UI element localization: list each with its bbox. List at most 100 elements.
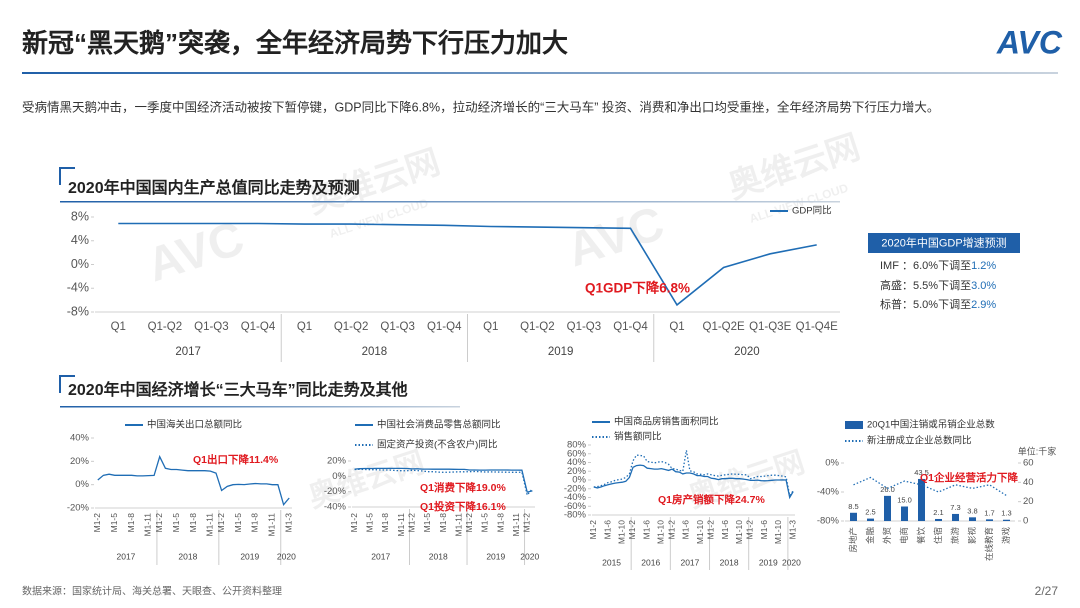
bar bbox=[884, 495, 891, 521]
section-rule bbox=[60, 201, 840, 203]
x-tick-label: Q1 bbox=[297, 321, 312, 333]
group-label: 2018 bbox=[720, 557, 739, 567]
x-tick-label: M1-11 bbox=[205, 513, 215, 537]
group-label: 2019 bbox=[548, 346, 574, 358]
bar bbox=[986, 519, 993, 521]
x-tick-label: Q1-Q3 bbox=[194, 321, 229, 333]
data-label: 2.5 bbox=[865, 508, 875, 517]
group-label: 2019 bbox=[240, 551, 259, 561]
y-tick-label: 0% bbox=[71, 257, 89, 271]
x-tick-label: M1-2 bbox=[745, 520, 755, 540]
bar bbox=[850, 512, 857, 521]
x-tick-label: M1-10 bbox=[617, 520, 627, 544]
x-tick-label: Q1-Q4 bbox=[427, 321, 462, 333]
forecast-value: 3.0% bbox=[971, 280, 996, 292]
series-line bbox=[354, 468, 533, 497]
x-tick-label: Q1-Q4 bbox=[613, 321, 648, 333]
x-tick-label: M1-2 bbox=[706, 520, 716, 540]
group-label: 2018 bbox=[362, 346, 388, 358]
y-tick-label: -80% bbox=[564, 510, 587, 521]
bar bbox=[952, 513, 959, 521]
y-tick-label: -80% bbox=[817, 516, 840, 527]
x-tick-label: Q1-Q3 bbox=[380, 321, 415, 333]
group-label: 2020 bbox=[734, 346, 760, 358]
slide-title: 新冠“黑天鹅”突袭，全年经济局势下行压力加大 bbox=[22, 28, 568, 58]
section-title: 2020年中国经济增长“三大马车”同比走势及其他 bbox=[68, 380, 408, 399]
bar bbox=[1003, 519, 1010, 521]
y-tick-label: -20% bbox=[67, 503, 90, 514]
x-tick-label: M1-2 bbox=[349, 513, 359, 533]
x-tick-label: M1-5 bbox=[233, 513, 243, 533]
source: 数据来源：国家统计局、海关总署、天眼查、公开资料整理 bbox=[22, 585, 282, 598]
x-tick-label: Q1-Q4 bbox=[241, 321, 276, 333]
series-line bbox=[97, 454, 290, 507]
x-tick-label: M1-6 bbox=[720, 520, 730, 540]
group-label: 2020 bbox=[520, 551, 539, 561]
x-tick-label: M1-5 bbox=[171, 513, 181, 533]
data-label: 2.1 bbox=[933, 508, 943, 517]
x-tick-label: M1-6 bbox=[681, 520, 691, 540]
y-tick-label: -4% bbox=[67, 281, 89, 295]
x-tick-label: 影视 bbox=[967, 527, 977, 545]
section-rule bbox=[60, 406, 460, 408]
series-line bbox=[354, 467, 533, 493]
group-label: 2016 bbox=[641, 557, 660, 567]
series-line bbox=[118, 222, 817, 307]
forecast-value: 2.9% bbox=[971, 299, 996, 311]
x-tick-label: M1-11 bbox=[267, 513, 277, 537]
y-tick-label: 60 bbox=[1023, 458, 1034, 469]
x-tick-label: M1-11 bbox=[511, 513, 521, 537]
forecast-value: 1.2% bbox=[971, 260, 996, 272]
series-line bbox=[593, 464, 794, 500]
x-tick-label: M1-5 bbox=[480, 513, 490, 533]
x-tick-label: Q1 bbox=[483, 321, 498, 333]
data-label: 15.0 bbox=[897, 495, 912, 504]
annotation: Q1GDP下降6.8% bbox=[585, 280, 690, 296]
group-label: 2015 bbox=[602, 557, 621, 567]
x-tick-label: M1-3 bbox=[787, 520, 797, 540]
y-tick-label: 40 bbox=[1023, 477, 1034, 488]
data-label: 3.8 bbox=[967, 506, 977, 515]
y-tick-label: -8% bbox=[67, 304, 89, 318]
bar bbox=[918, 478, 925, 521]
x-tick-label: 住宿 bbox=[933, 527, 943, 544]
legend-label: 固定资产投资(不含农户)同比 bbox=[377, 439, 497, 451]
data-label: 1.7 bbox=[984, 508, 994, 517]
legend-label: 销售额同比 bbox=[614, 431, 662, 443]
x-tick-label: M1-2 bbox=[216, 513, 226, 533]
x-tick-label: M1-2 bbox=[406, 513, 416, 533]
y-tick-label: -40% bbox=[564, 492, 587, 503]
annotation: Q1投资下降16.1% bbox=[420, 500, 506, 513]
annotation: Q1出口下降11.4% bbox=[193, 453, 279, 466]
x-tick-label: M1-10 bbox=[656, 520, 666, 544]
header-rule bbox=[22, 72, 1058, 74]
x-tick-label: Q1-Q3E bbox=[749, 321, 792, 333]
group-label: 2017 bbox=[371, 551, 390, 561]
y-tick-label: 20% bbox=[567, 466, 587, 477]
y-tick-label: 0% bbox=[825, 458, 839, 469]
watermark-name: 奥维云网 bbox=[304, 445, 429, 514]
x-tick-label: M1-2 bbox=[92, 513, 102, 533]
group-label: 2020 bbox=[782, 557, 801, 567]
x-tick-label: 游戏 bbox=[1001, 527, 1011, 545]
y-tick-label: 80% bbox=[567, 440, 587, 451]
x-tick-label: M1-6 bbox=[759, 520, 769, 540]
y2-axis-label: 单位:千家 bbox=[1018, 445, 1057, 456]
y-tick-label: -20% bbox=[564, 483, 587, 494]
group-label: 2017 bbox=[680, 557, 699, 567]
x-tick-label: M1-10 bbox=[734, 520, 744, 544]
x-tick-label: M1-8 bbox=[126, 513, 136, 533]
x-tick-label: Q1-Q2 bbox=[520, 321, 555, 333]
legend-swatch bbox=[845, 421, 863, 429]
bar bbox=[969, 517, 976, 521]
forecast-row: 高盛：5.5%下调至3.0% bbox=[880, 278, 996, 292]
y-tick-label: 0 bbox=[1023, 516, 1028, 527]
x-tick-label: M1-2 bbox=[588, 520, 598, 540]
legend-label: 20Q1中国注销或吊销企业总数 bbox=[867, 419, 995, 431]
group-label: 2019 bbox=[486, 551, 505, 561]
forecast-label: IMF ：6.0%下调至 bbox=[880, 259, 971, 272]
annotation: Q1消费下降19.0% bbox=[420, 481, 506, 494]
y-tick-label: 20% bbox=[70, 456, 90, 467]
data-label: 7.3 bbox=[950, 503, 960, 512]
